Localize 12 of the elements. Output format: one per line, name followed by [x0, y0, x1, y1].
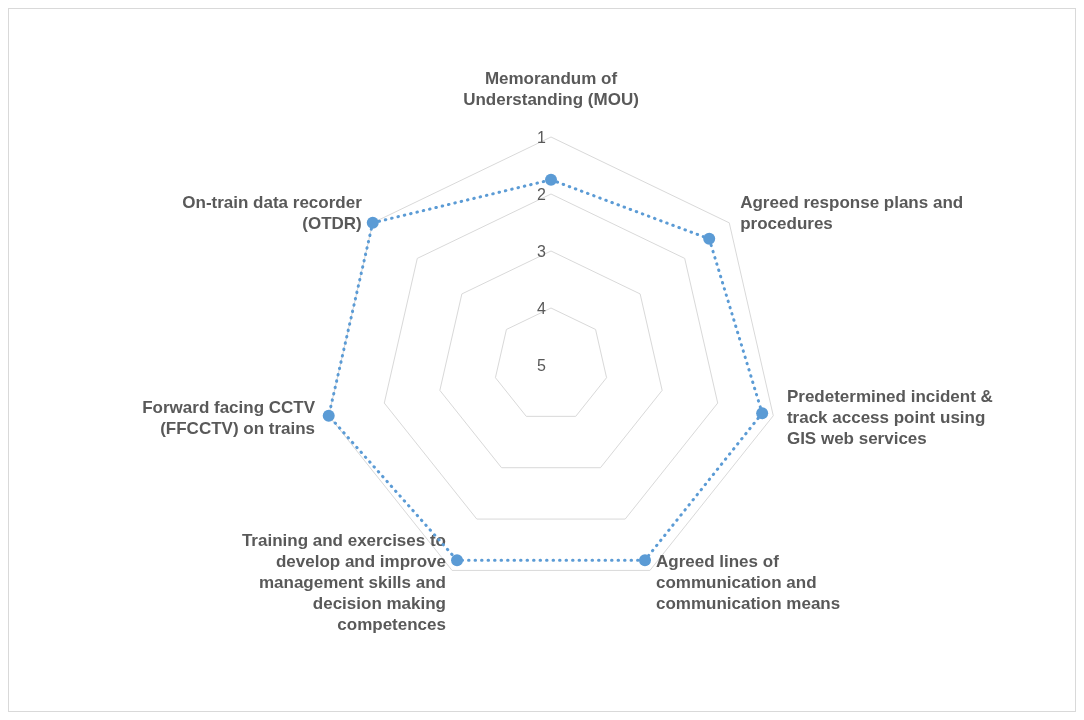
y-tick-label: 4 — [537, 299, 547, 317]
spoke-label: On-train data recorder (OTDR) — [182, 193, 363, 234]
y-tick-label: 3 — [537, 242, 547, 260]
spoke-label: Training and exercises to develop and improve management skills and decision making competences — [241, 530, 446, 634]
spoke-label: Predetermined incident & track access point using GIS web services — [786, 387, 993, 449]
y-tick-label: 5 — [537, 356, 547, 374]
spoke-label: Agreed lines of communication and communication means — [656, 551, 841, 613]
y-tick-label: 1 — [537, 128, 547, 146]
spoke-label: Agreed response plans and procedures — [740, 193, 964, 234]
y-tick-label: 2 — [537, 185, 547, 203]
spoke-label: Memorandum of Understanding (MOU) — [463, 69, 639, 109]
spoke-label: Forward facing CCTV (FFCCTV) on trains — [142, 397, 316, 438]
